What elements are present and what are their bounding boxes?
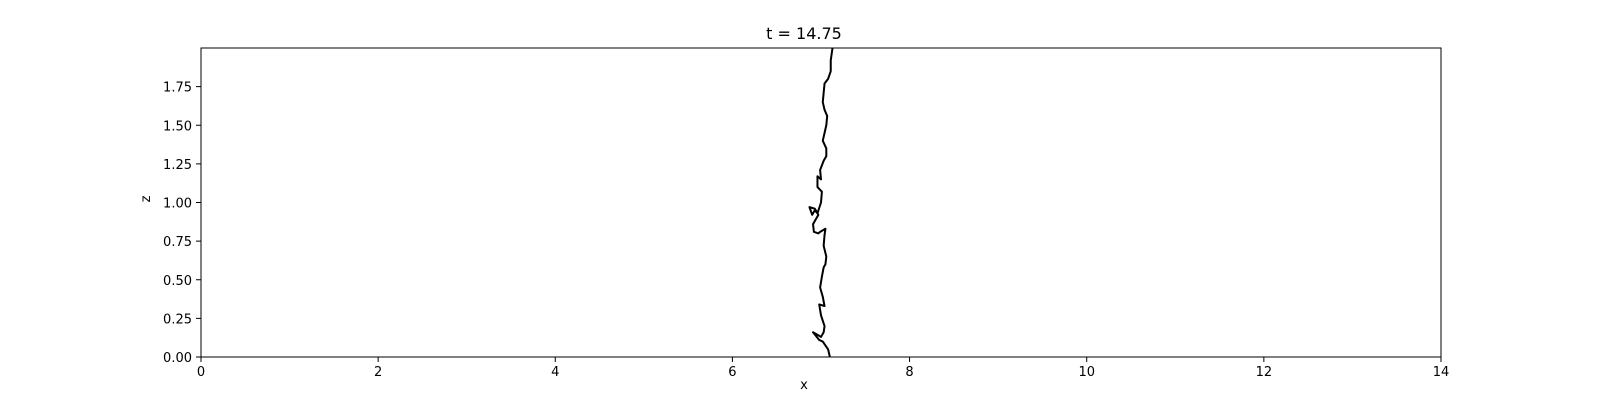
- axes: 0 2 4 6 8 10 12 14 0.00 0.25 0.50 0.75 1.00 1.25 1.50 1…: [163, 47, 1450, 380]
- x-tick-label: 0: [197, 365, 205, 380]
- y-tick-label: 1.50: [163, 119, 192, 134]
- x-tick-label: 10: [1078, 365, 1095, 380]
- chart-title: t = 14.75: [766, 24, 842, 43]
- x-axis-label: x: [800, 378, 808, 393]
- y-tick-label: 1.25: [163, 158, 192, 173]
- x-tick-label: 14: [1433, 365, 1450, 380]
- y-tick-label: 1.75: [163, 81, 192, 96]
- x-tick-label: 4: [551, 365, 559, 380]
- y-tick-label: 0.75: [163, 235, 192, 250]
- x-tick-label: 2: [374, 365, 382, 380]
- interface-line-0: [808, 48, 834, 357]
- y-tick-label: 0.00: [163, 351, 192, 366]
- y-tick-label: 1.00: [163, 197, 192, 212]
- y-tick-label: 0.25: [163, 312, 192, 327]
- x-tick-label: 12: [1256, 365, 1273, 380]
- plot-area: [808, 48, 834, 357]
- y-axis-label: z: [139, 195, 154, 202]
- x-tick-label: 6: [728, 365, 736, 380]
- x-tick-label: 8: [905, 365, 913, 380]
- y-tick-label: 0.50: [163, 274, 192, 289]
